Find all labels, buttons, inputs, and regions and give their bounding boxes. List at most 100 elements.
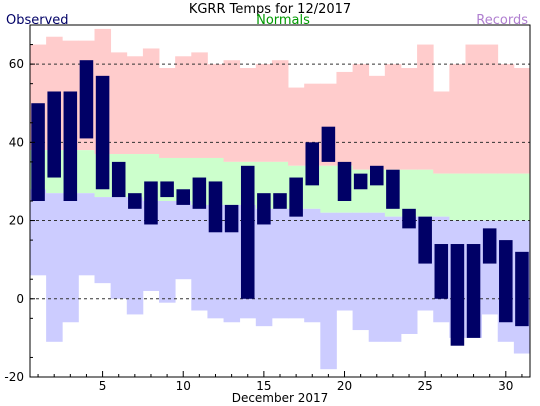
record-low-band: [46, 193, 63, 342]
normal-band: [320, 165, 337, 213]
x-tick-label: 30: [498, 379, 513, 393]
record-high-band: [126, 56, 144, 155]
normal-band: [465, 173, 483, 221]
record-low-band: [126, 197, 144, 315]
observed-bar: [176, 189, 190, 205]
record-low-band: [78, 193, 95, 276]
record-high-band: [207, 64, 224, 158]
record-high-band: [110, 52, 128, 155]
observed-bar: [128, 193, 142, 209]
x-axis-label: December 2017: [232, 391, 329, 405]
normal-band: [126, 154, 144, 198]
observed-bar: [337, 161, 352, 201]
record-low-band: [368, 212, 386, 342]
record-low-band: [320, 212, 337, 370]
observed-bar: [482, 228, 497, 264]
observed-bar: [386, 169, 400, 209]
record-low-band: [384, 216, 402, 342]
x-tick-label: 10: [176, 379, 191, 393]
plot-area: -20 0 20 40 60 5 10 15 20 25 30: [4, 24, 531, 393]
normal-band: [223, 161, 241, 205]
observed-bar: [257, 193, 271, 225]
record-high-band: [239, 68, 257, 162]
record-low-band: [271, 208, 289, 319]
observed-bar: [353, 173, 368, 190]
record-low-band: [30, 189, 47, 276]
record-low-band: [110, 197, 128, 299]
record-high-band: [142, 48, 160, 155]
observed-bar: [111, 161, 126, 198]
chart-title: KGRR Temps for 12/2017: [189, 2, 351, 17]
record-high-band: [271, 60, 289, 162]
observed-bar: [305, 142, 320, 186]
legend-observed: Observed: [6, 13, 69, 28]
normal-band: [417, 169, 434, 217]
y-tick-label: 40: [9, 135, 24, 149]
record-high-band: [481, 44, 499, 174]
normal-band: [78, 150, 95, 194]
observed-bar: [289, 177, 303, 217]
record-low-band: [400, 216, 418, 334]
record-low-band: [159, 201, 176, 303]
normal-band: [481, 173, 499, 221]
observed-bar: [160, 181, 174, 198]
record-high-band: [400, 68, 418, 170]
record-high-band: [433, 91, 450, 174]
x-tick-label: 20: [337, 379, 352, 393]
record-high-band: [175, 56, 192, 158]
observed-bar: [47, 91, 61, 178]
record-low-band: [94, 197, 112, 284]
record-low-band: [207, 204, 224, 319]
observed-bar: [321, 126, 336, 162]
record-low-band: [191, 204, 208, 311]
record-high-band: [384, 64, 402, 170]
record-high-band: [368, 75, 386, 170]
record-high-band: [513, 68, 531, 174]
observed-bar: [434, 244, 449, 299]
observed-bar: [31, 103, 45, 201]
record-low-band: [352, 212, 370, 331]
x-tick-label: 5: [99, 379, 107, 393]
observed-bar: [208, 181, 223, 233]
record-low-band: [304, 208, 321, 323]
observed-bar: [79, 60, 94, 139]
record-high-band: [191, 52, 208, 158]
observed-bar: [192, 177, 207, 209]
record-high-band: [223, 60, 241, 162]
observed-bar: [402, 208, 416, 229]
record-low-band: [62, 193, 79, 323]
y-tick-label: 0: [16, 292, 24, 306]
observed-bar: [240, 165, 255, 299]
record-low-band: [223, 204, 241, 323]
record-high-band: [255, 64, 273, 162]
x-tick-label: 25: [418, 379, 433, 393]
normal-band: [433, 173, 450, 217]
record-high-band: [465, 44, 483, 174]
record-high-band: [288, 87, 305, 166]
y-tick-label: -20: [4, 370, 24, 384]
legend-normals: Normals: [256, 13, 310, 28]
y-tick-label: 60: [9, 57, 24, 71]
observed-bar: [224, 204, 239, 233]
record-high-band: [449, 64, 466, 174]
normal-band: [400, 169, 418, 217]
observed-bar: [95, 75, 110, 190]
record-low-band: [336, 212, 353, 311]
normal-band: [449, 173, 466, 221]
observed-bar: [515, 251, 529, 327]
observed-bar: [273, 193, 287, 209]
normal-band: [513, 173, 531, 221]
observed-bar: [499, 240, 513, 323]
record-high-band: [336, 71, 353, 166]
normal-band: [497, 173, 515, 221]
observed-bar: [63, 91, 78, 201]
observed-bar: [370, 165, 384, 186]
observed-bar: [144, 181, 158, 225]
record-high-band: [417, 44, 434, 170]
x-tick-label: 15: [256, 379, 271, 393]
record-low-band: [255, 208, 273, 327]
record-low-band: [175, 201, 192, 280]
observed-bar: [418, 216, 432, 264]
legend-records: Records: [476, 13, 528, 28]
